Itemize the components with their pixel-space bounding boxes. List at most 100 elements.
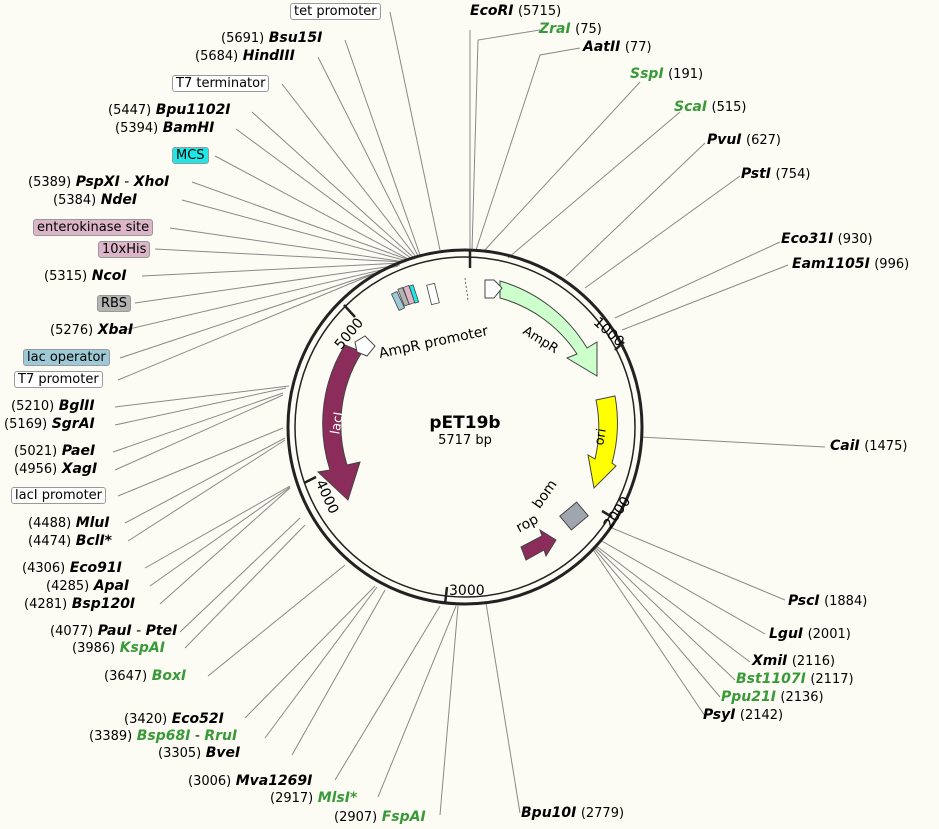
enzyme-bst1107i[interactable]: Bst1107I (2117) [736, 671, 854, 688]
enzyme-name: Mva1269I [235, 773, 313, 789]
enzyme-aatii[interactable]: AatII (77) [583, 39, 652, 56]
enzyme-name-alt: RruI [204, 728, 238, 744]
enzyme-eco52i[interactable]: (3420) Eco52I [124, 711, 224, 728]
enzyme-position: (5394) [115, 121, 159, 136]
enzyme-boxi[interactable]: (3647) BoxI [104, 668, 186, 685]
enzyme-name: PaeI [61, 443, 96, 459]
enzyme-lgui[interactable]: LguI (2001) [769, 626, 851, 643]
enzyme-eco91i[interactable]: (4306) Eco91I [22, 560, 122, 577]
enzyme-name: Eco52I [171, 711, 224, 727]
enzyme-position: (5384) [53, 193, 97, 208]
feature-t7-promoter[interactable]: T7 promoter [14, 371, 103, 388]
enzyme-fspai[interactable]: (2907) FspAI [334, 809, 426, 826]
enzyme-pvui[interactable]: PvuI (627) [707, 132, 781, 149]
enzyme-position: (1475) [864, 439, 908, 454]
enzyme-pspxi[interactable]: (5389) PspXI - XhoI [28, 174, 170, 190]
enzyme-eco31i[interactable]: Eco31I (930) [781, 231, 873, 248]
enzyme-name: Bpu1102I [155, 102, 231, 118]
enzyme-xmii[interactable]: XmiI (2116) [752, 653, 835, 670]
enzyme-name: XbaI [97, 322, 134, 338]
enzyme-name: AatII [583, 39, 621, 55]
feature-tet-promoter[interactable]: tet promoter [290, 3, 381, 20]
enzyme-position: (996) [874, 257, 910, 272]
enzyme-sspi[interactable]: SspI (191) [630, 66, 703, 83]
enzyme-position: (3389) [89, 729, 133, 744]
enzyme-scai[interactable]: ScaI (515) [674, 99, 746, 116]
enzyme-name: Bsp120I [71, 596, 136, 612]
ori-label: ori [592, 427, 610, 446]
enzyme-position: (2907) [334, 810, 378, 825]
enzyme-bsp68i[interactable]: (3389) Bsp68I - RruI [89, 728, 238, 744]
enzyme-position: (3420) [124, 712, 168, 727]
enzyme-kspai[interactable]: (3986) KspAI [72, 640, 165, 657]
enzyme-xbai[interactable]: (5276) XbaI [50, 322, 133, 339]
enzyme-psti[interactable]: PstI (754) [741, 166, 810, 183]
enzyme-position: (754) [775, 167, 811, 182]
feature-enterokinase-site[interactable]: enterokinase site [33, 219, 154, 236]
rop-label: rop [514, 511, 542, 536]
enzyme-name: KspAI [119, 640, 165, 656]
enzyme-name: MluI [75, 515, 110, 531]
enzyme-bglii[interactable]: (5210) BglII [11, 398, 95, 415]
enzyme-ndei[interactable]: (5384) NdeI [53, 192, 137, 209]
enzyme-bamhi[interactable]: (5394) BamHI [115, 120, 214, 137]
enzyme-name: BoxI [151, 668, 187, 684]
enzyme-ncoi[interactable]: (5315) NcoI [44, 268, 127, 285]
enzyme-sgrai[interactable]: (5169) SgrAI [4, 416, 95, 433]
enzyme-position: (5447) [108, 103, 152, 118]
enzyme-name: ScaI [674, 99, 708, 115]
enzyme-name: FspAI [381, 809, 426, 825]
enzyme-bcli[interactable]: (4474) BclI* [28, 533, 112, 550]
enzyme-name: MlsI* [317, 790, 358, 806]
enzyme-apai[interactable]: (4285) ApaI [46, 578, 129, 595]
enzyme-bsp120i[interactable]: (4281) Bsp120I [24, 596, 135, 613]
feature-10xhis[interactable]: 10xHis [98, 241, 151, 258]
enzyme-mva1269i[interactable]: (3006) Mva1269I [188, 773, 312, 790]
enzyme-position: (5691) [221, 31, 265, 46]
enzyme-bpu1102i[interactable]: (5447) Bpu1102I [108, 102, 231, 119]
enzyme-name: HindIII [242, 48, 295, 64]
feature-laci-promoter[interactable]: lacI promoter [11, 487, 107, 504]
enzyme-position: (4281) [24, 597, 68, 612]
enzyme-xagi[interactable]: (4956) XagI [14, 461, 97, 478]
enzyme-bsu15i[interactable]: (5691) Bsu15I [221, 30, 322, 47]
enzyme-ppu21i[interactable]: Ppu21I (2136) [721, 689, 824, 706]
enzyme-name: BclI* [75, 533, 112, 549]
enzyme-hindiii[interactable]: (5684) HindIII [195, 48, 295, 65]
enzyme-eam1105i[interactable]: Eam1105I (996) [792, 256, 909, 273]
enzyme-name: ZraI [539, 21, 571, 37]
enzyme-bpu10i[interactable]: Bpu10I (2779) [521, 805, 624, 822]
enzyme-position: (3647) [104, 669, 148, 684]
enzyme-position: (5210) [11, 399, 55, 414]
enzyme-paui[interactable]: (4077) PauI - PteI [50, 623, 178, 639]
enzyme-ecori[interactable]: EcoRI (5715) [470, 3, 561, 20]
enzyme-name: BveI [205, 745, 241, 761]
enzyme-position: (4956) [14, 462, 58, 477]
enzyme-name: NdeI [100, 192, 138, 208]
enzyme-name: PvuI [707, 132, 742, 148]
feature-lac-operator[interactable]: lac operator [23, 349, 110, 366]
enzyme-position: (5715) [517, 4, 562, 19]
enzyme-position: (3305) [158, 746, 202, 761]
enzyme-psci[interactable]: PscI (1884) [788, 593, 867, 610]
enzyme-position: (3986) [72, 641, 116, 656]
feature-t7-terminator[interactable]: T7 terminator [172, 75, 270, 92]
enzyme-name: CaiI [830, 438, 860, 454]
feature-rbs[interactable]: RBS [97, 295, 131, 312]
enzyme-position: (5276) [50, 323, 94, 338]
ampr-promoter-label: AmpR promoter [378, 323, 490, 362]
enzyme-name: Bpu10I [521, 805, 577, 821]
enzyme-position: (930) [837, 232, 873, 247]
enzyme-mlsi[interactable]: (2917) MlsI* [270, 790, 357, 807]
feature-mcs[interactable]: MCS [172, 147, 209, 164]
enzyme-mlui[interactable]: (4488) MluI [28, 515, 110, 532]
enzyme-name: SgrAI [51, 416, 95, 432]
enzyme-caii[interactable]: CaiI (1475) [830, 438, 907, 455]
enzyme-bvei[interactable]: (3305) BveI [158, 745, 240, 762]
enzyme-psyi[interactable]: PsyI (2142) [703, 707, 783, 724]
enzyme-zrai[interactable]: ZraI (75) [539, 21, 602, 38]
enzyme-position: (2142) [739, 708, 784, 723]
enzyme-paei[interactable]: (5021) PaeI [14, 443, 95, 460]
enzyme-name: PauI [97, 623, 132, 639]
